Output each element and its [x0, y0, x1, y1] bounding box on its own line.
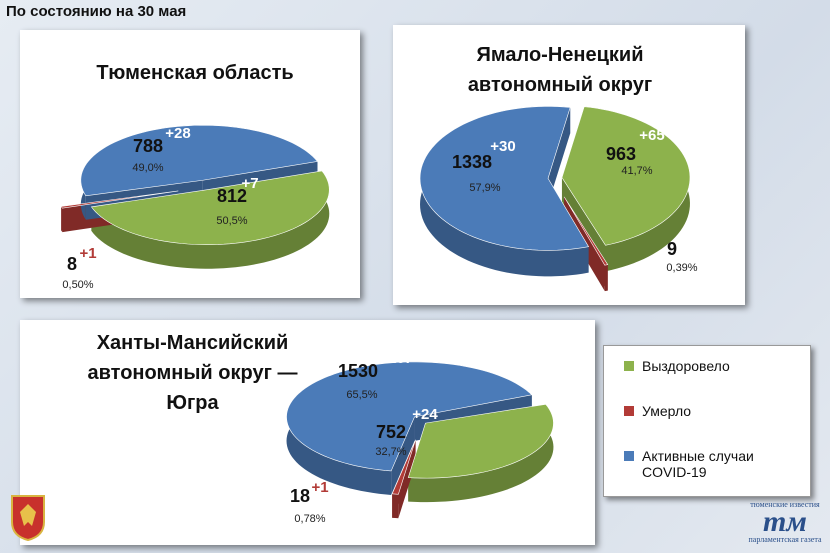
legend-swatch [624, 406, 634, 416]
logo-mark: тм [763, 505, 807, 538]
share-label: 49,0% [132, 162, 163, 174]
header: По состоянию на 30 мая [6, 3, 187, 20]
legend-item: Умерло [624, 403, 794, 419]
value-label: 812 [217, 186, 247, 206]
slice [563, 196, 609, 266]
slice [419, 106, 590, 251]
legend-item: Выздоровело [624, 358, 794, 374]
legend-label: Умерло [642, 403, 692, 419]
logo-top: тюменские известия [750, 500, 820, 509]
pie [286, 361, 554, 519]
value-label: 788 [133, 136, 163, 156]
legend-swatch [624, 361, 634, 371]
legend-label: Активные случаи COVID-19 [642, 448, 754, 480]
share-label: 0,78% [294, 513, 325, 525]
slice [286, 361, 533, 472]
slice-side [392, 493, 399, 519]
legend-label: Выздоровело [642, 358, 730, 374]
chart-title: Тюменская область [96, 62, 294, 84]
share-label: 50,5% [216, 215, 247, 227]
increment-label: +30 [490, 138, 515, 155]
value-label: 963 [606, 144, 636, 164]
slice [90, 170, 330, 246]
share-label: 41,7% [621, 165, 652, 177]
increment-label: +7 [241, 175, 258, 192]
increment-label: +167 [379, 350, 413, 367]
chart-title: Ханты-Мансийский автономный округ — Югра [87, 332, 298, 414]
increment-label: +24 [412, 406, 438, 423]
share-label: 0,39% [666, 262, 697, 274]
slice-side [604, 264, 608, 292]
slice-side [91, 170, 330, 269]
value-label: 8 [67, 254, 77, 274]
increment-label: +1 [311, 479, 328, 496]
pie [60, 124, 330, 269]
value-label: 9 [667, 239, 677, 259]
slice-side [61, 206, 63, 233]
increment-label: +65 [639, 127, 664, 144]
slice [80, 124, 319, 197]
increment-label: +28 [165, 125, 190, 142]
value-label: 752 [376, 422, 406, 442]
pie [419, 106, 691, 292]
logo: тюменские известия тм парламентская газе… [745, 500, 825, 544]
slice [60, 190, 179, 209]
legend-swatch [624, 451, 634, 461]
slice [391, 439, 416, 495]
emblem [11, 495, 45, 542]
legend-item: Активные случаи COVID-19 [624, 448, 794, 480]
value-label: 18 [290, 486, 310, 506]
share-label: 57,9% [469, 182, 500, 194]
slice [561, 106, 691, 246]
value-label: 1530 [338, 361, 378, 381]
logo-bottom: парламентская газета [748, 535, 822, 544]
share-label: 32,7% [375, 446, 406, 458]
slice [407, 404, 554, 479]
chart-title: Ямало-Ненецкий автономный округ [467, 44, 653, 96]
legend: Выздоровело Умерло Активные случаи COVID-1… [603, 345, 811, 497]
share-label: 0,50% [62, 279, 93, 291]
share-label: 65,5% [346, 389, 377, 401]
slice-wall [391, 416, 415, 495]
increment-label: +1 [79, 245, 96, 262]
value-label: 1338 [452, 152, 492, 172]
